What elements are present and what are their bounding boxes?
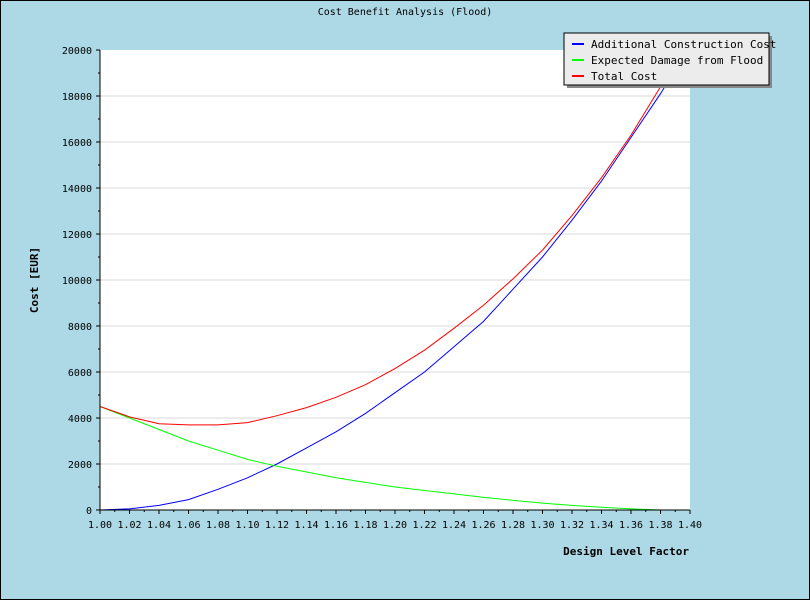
y-tick-label: 16000: [62, 138, 92, 149]
x-tick-label: 1.08: [206, 520, 230, 531]
x-tick-label: 1.34: [589, 520, 613, 531]
x-tick-label: 1.28: [501, 520, 525, 531]
y-tick-label: 6000: [68, 368, 92, 379]
y-tick-label: 0: [86, 506, 92, 517]
x-ticks: 1.00 1.02 1.04 1.06 1.08 1.10 1.12 1.14 1.16 1.18…: [88, 510, 702, 531]
y-tick-label: 2000: [68, 460, 92, 471]
legend-label: Total Cost: [591, 70, 657, 83]
x-tick-label: 1.20: [383, 520, 407, 531]
legend: Additional Construction Cost Expected Dam…: [563, 32, 776, 88]
x-axis-label: Design Level Factor: [563, 545, 689, 558]
x-tick-label: 1.36: [619, 520, 643, 531]
x-tick-label: 1.18: [353, 520, 377, 531]
series-group: [100, 50, 690, 510]
x-tick-label: 1.38: [648, 520, 672, 531]
legend-box: [563, 32, 770, 86]
x-tick-label: 1.06: [176, 520, 200, 531]
chart-title: Cost Benefit Analysis (Flood): [318, 7, 493, 18]
x-tick-label: 1.24: [442, 520, 466, 531]
series-line-2: [100, 406, 690, 510]
x-tick-label: 1.04: [147, 520, 171, 531]
x-tick-label: 1.32: [560, 520, 584, 531]
y-tick-label: 18000: [62, 92, 92, 103]
legend-label: Expected Damage from Flood: [591, 54, 763, 67]
y-tick-label: 20000: [62, 46, 92, 57]
y-tick-label: 8000: [68, 322, 92, 333]
y-tick-label: 14000: [62, 184, 92, 195]
legend-label: Additional Construction Cost: [591, 38, 776, 51]
x-tick-label: 1.02: [117, 520, 141, 531]
x-tick-label: 1.14: [294, 520, 318, 531]
x-tick-label: 1.40: [678, 520, 702, 531]
y-ticks: 0 2000 4000 6000 8000 10000 12000 14000 16000 180…: [62, 46, 100, 517]
grid-lines: [100, 95, 690, 465]
x-tick-label: 1.22: [412, 520, 436, 531]
x-tick-label: 1.26: [471, 520, 495, 531]
y-tick-label: 10000: [62, 276, 92, 287]
y-tick-label: 12000: [62, 230, 92, 241]
series-line-3: [100, 50, 688, 426]
series-line-1: [100, 50, 688, 510]
y-tick-label: 4000: [68, 414, 92, 425]
x-tick-label: 1.12: [265, 520, 289, 531]
x-tick-label: 1.10: [235, 520, 259, 531]
x-tick-label: 1.30: [530, 520, 554, 531]
x-tick-label: 1.00: [88, 520, 112, 531]
y-axis-label: Cost [EUR]: [28, 247, 41, 313]
x-tick-label: 1.16: [324, 520, 348, 531]
